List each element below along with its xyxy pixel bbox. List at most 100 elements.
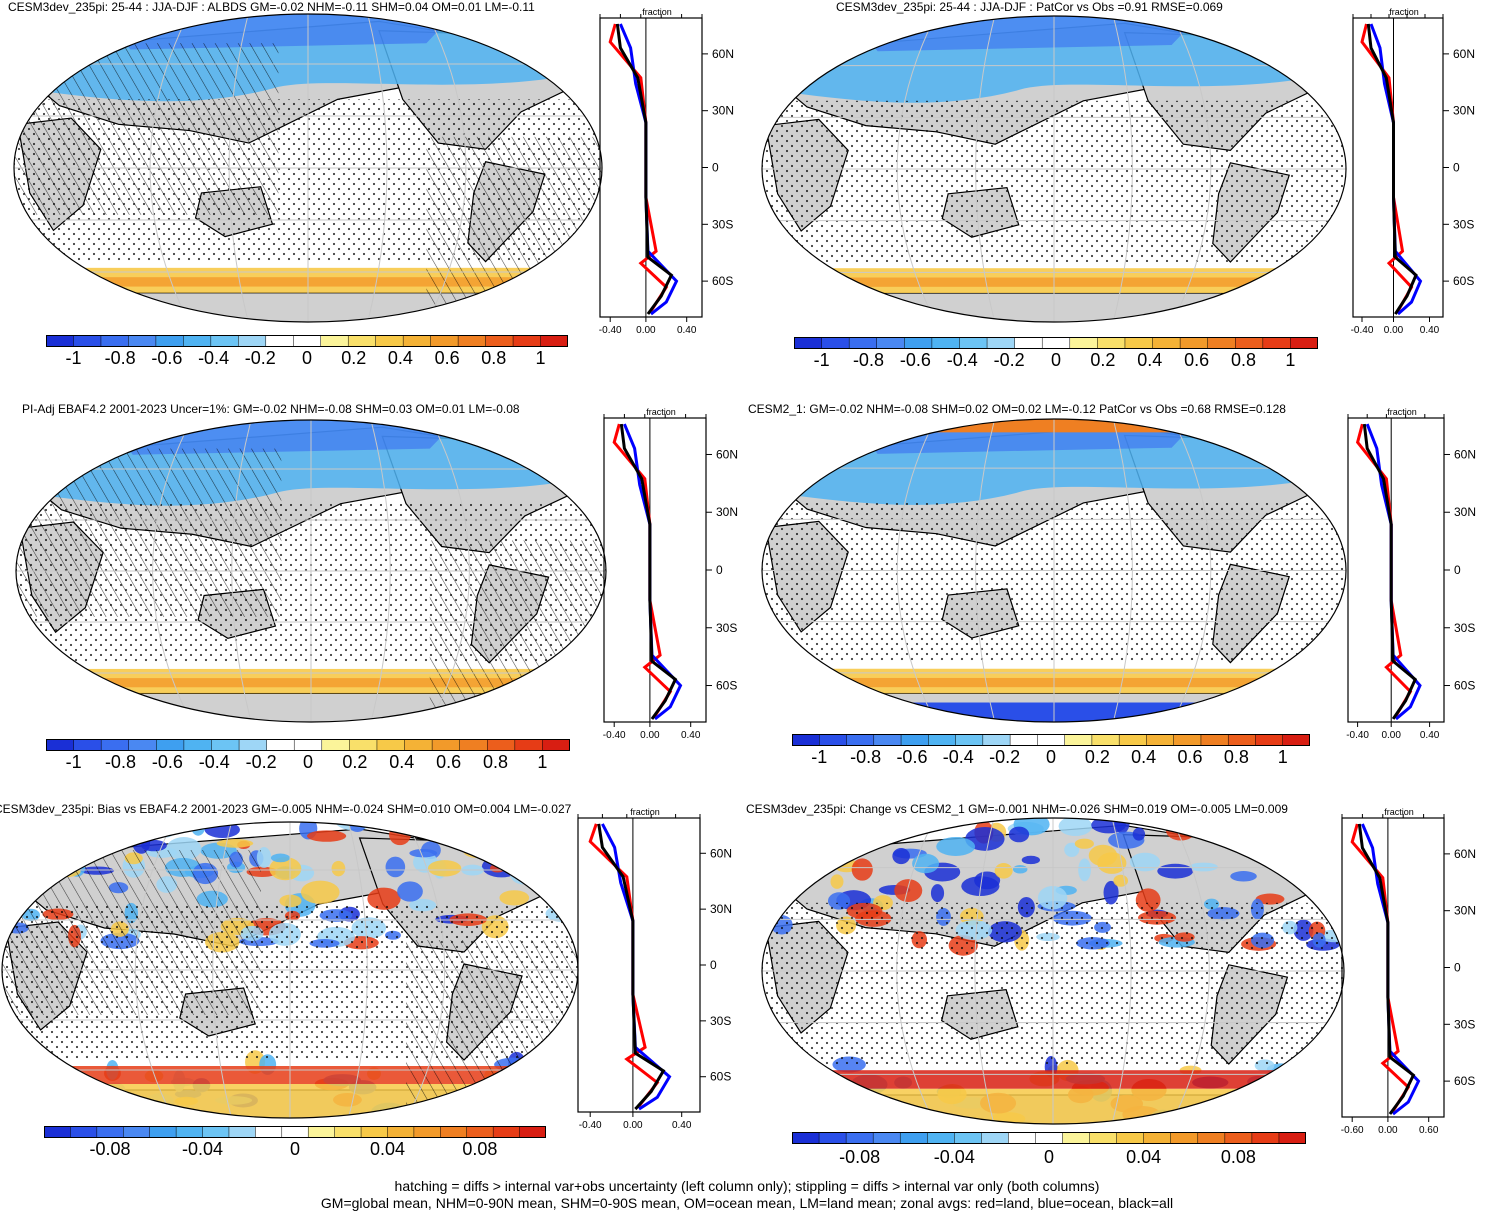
colorbar-box bbox=[899, 1132, 929, 1144]
diff-patch bbox=[791, 838, 810, 851]
diff-patch bbox=[511, 833, 547, 853]
diff-patch bbox=[525, 1063, 545, 1082]
diff-patch bbox=[762, 1082, 777, 1091]
diff-patch bbox=[385, 856, 406, 878]
zonal-lat-label: 30S bbox=[716, 621, 737, 635]
colorbar-box bbox=[430, 335, 459, 347]
diff-patch bbox=[965, 827, 1005, 851]
colorbar-label: 0.4 bbox=[1137, 350, 1163, 370]
colorbar-label: 0.08 bbox=[1220, 1147, 1256, 1167]
diff-patch bbox=[779, 879, 796, 889]
colorbar-box bbox=[281, 1126, 309, 1138]
diff-patch bbox=[1203, 826, 1235, 836]
panel-3-zonal-plot: fraction 60N 30N 0 30S 60S -0.40 0.00 0.40 bbox=[603, 407, 738, 741]
diff-patch bbox=[66, 1078, 105, 1099]
zonal-lat-label: 0 bbox=[1453, 161, 1460, 175]
zonal-all-curve bbox=[1357, 823, 1416, 1115]
graticule-lon bbox=[896, 818, 937, 1124]
diff-patch bbox=[936, 837, 976, 856]
diff-patch bbox=[86, 822, 106, 833]
colorbar-box bbox=[1089, 1132, 1118, 1144]
colorbar-label: 0.4 bbox=[389, 752, 415, 772]
diff-patch bbox=[481, 855, 522, 878]
graticule-lon bbox=[974, 818, 995, 1124]
zonal-lat-label: 60N bbox=[716, 447, 738, 461]
colorbar-frame bbox=[792, 1132, 1306, 1144]
diff-patch bbox=[32, 822, 46, 832]
zonal-all-curve bbox=[619, 423, 678, 720]
zonal-lat-label: 60N bbox=[1454, 447, 1476, 461]
zonal-x-label: 0.00 bbox=[1378, 1125, 1398, 1136]
colorbar-label: -0.6 bbox=[896, 747, 928, 767]
zonal-x-label: 0.40 bbox=[1420, 730, 1440, 741]
colorbar-box bbox=[819, 734, 848, 746]
colorbar-label: -1 bbox=[65, 752, 82, 772]
colorbar-label: -0.4 bbox=[198, 348, 230, 368]
colorbar-box bbox=[1118, 734, 1148, 746]
diff-patch bbox=[1271, 1100, 1295, 1121]
diff-patch bbox=[1021, 855, 1041, 865]
panel-5-map bbox=[1, 821, 579, 1119]
panel-1-map bbox=[13, 13, 603, 323]
panel-4-title: CESM2_1: GM=-0.02 NHM=-0.08 SHM=0.02 OM=… bbox=[748, 402, 1286, 416]
diff-patch bbox=[1208, 1100, 1225, 1116]
colorbar-box bbox=[845, 1132, 874, 1144]
colorbar-box bbox=[307, 1126, 336, 1138]
graticule-lon bbox=[1112, 16, 1133, 322]
colorbar-label: -0.2 bbox=[989, 747, 1021, 767]
zonal-x-label: 0.00 bbox=[636, 325, 656, 336]
graticule-lon bbox=[1111, 818, 1132, 1124]
colorbar-box bbox=[848, 337, 878, 349]
colorbar-box bbox=[982, 734, 1011, 746]
colorbar-box bbox=[931, 337, 961, 349]
zonal-land-curve bbox=[588, 823, 660, 1108]
graticule-lon bbox=[369, 420, 391, 722]
zonal-lat-label: 0 bbox=[1454, 961, 1461, 975]
graticule-lon bbox=[152, 420, 193, 722]
panel-6-title: CESM3dev_235pi: Change vs CESM2_1 GM=-0.… bbox=[746, 802, 1288, 816]
zonal-all-curve bbox=[597, 823, 666, 1111]
map-border bbox=[761, 817, 1345, 1125]
colorbar-box bbox=[540, 335, 568, 347]
colorbar-box bbox=[100, 739, 130, 751]
zonal-lat-label: 30S bbox=[1454, 621, 1475, 635]
colorbar-label: 1 bbox=[1277, 747, 1288, 767]
diff-patch bbox=[156, 822, 194, 828]
diff-patch bbox=[456, 1101, 487, 1112]
diff-patch bbox=[861, 818, 884, 828]
colorbar-label: -0.4 bbox=[942, 747, 974, 767]
colorbar-box bbox=[293, 739, 323, 751]
diff-patch bbox=[1157, 863, 1194, 879]
diff-patch bbox=[81, 1101, 116, 1110]
colorbar-box bbox=[440, 1126, 468, 1138]
colorbar-label: -0.2 bbox=[244, 348, 276, 368]
panel-6-colorbar bbox=[792, 1132, 1306, 1144]
hatching-west bbox=[2, 850, 261, 1015]
colorbar-box bbox=[1255, 734, 1284, 746]
colorbar-box bbox=[320, 335, 349, 347]
zonal-lat-label: 60N bbox=[712, 47, 734, 61]
colorbar-box bbox=[293, 335, 322, 347]
graticule-lon bbox=[212, 822, 233, 1118]
zonal-lat-label: 30S bbox=[710, 1014, 731, 1028]
colorbar-box bbox=[1091, 734, 1120, 746]
zonal-lat-label: 60S bbox=[712, 274, 733, 288]
colorbar-box bbox=[542, 739, 570, 751]
hatching-east bbox=[406, 940, 578, 1105]
zonal-lat-label: 30N bbox=[716, 505, 738, 519]
panel-6-map bbox=[761, 817, 1345, 1125]
colorbar-box bbox=[487, 739, 516, 751]
colorbar-box bbox=[1062, 1132, 1091, 1144]
footer-note: hatching = diffs > internal var+obs unce… bbox=[0, 1178, 1494, 1212]
diff-patch bbox=[331, 860, 346, 877]
zonal-x-label: 0.40 bbox=[1420, 325, 1440, 336]
colorbar-label: 0 bbox=[1050, 350, 1062, 370]
colorbar-label: -0.08 bbox=[839, 1147, 881, 1167]
colorbar-label: 0.8 bbox=[483, 752, 509, 772]
colorbar-box bbox=[347, 335, 377, 347]
zonal-land-curve bbox=[1355, 423, 1413, 717]
diff-patch bbox=[772, 857, 795, 874]
colorbar-box bbox=[44, 1126, 72, 1138]
panel-3-map bbox=[15, 419, 607, 723]
footer-line-2: GM=global mean, NHM=0-90N mean, SHM=0-90… bbox=[320, 1195, 1174, 1211]
